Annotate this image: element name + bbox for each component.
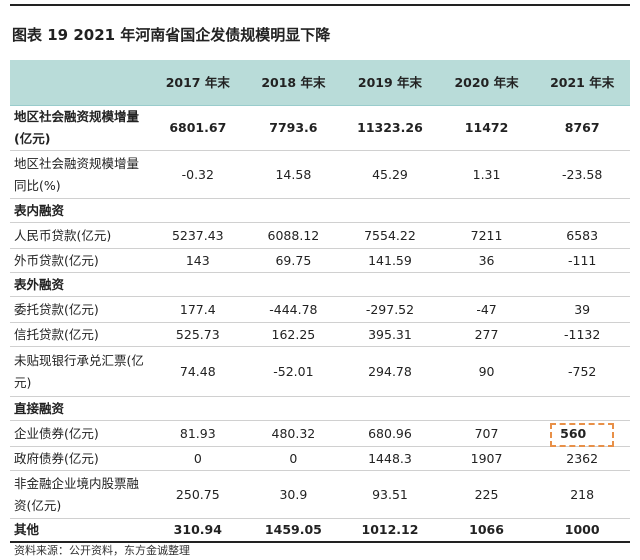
section-row: 直接融资 [10, 396, 630, 421]
table-row: 委托贷款(亿元) 177.4 -444.78 -297.52 -47 39 [10, 296, 630, 323]
table-row: 非金融企业境内股票融资(亿元) 250.75 30.9 93.51 225 218 [10, 470, 630, 519]
value-cell: 480.32 [245, 420, 342, 447]
row-label: 地区社会融资规模增量(亿元) [10, 105, 150, 151]
row-label: 外币贷款(亿元) [10, 248, 150, 273]
value-cell: 1448.3 [341, 446, 439, 471]
value-cell: 30.9 [245, 470, 342, 519]
row-label: 表外融资 [10, 272, 630, 297]
table-row: 企业债券(亿元) 81.93 480.32 680.96 707 560 [10, 420, 630, 447]
value-cell: -297.52 [341, 296, 439, 323]
value-cell: 1000 [534, 518, 630, 543]
value-cell: 310.94 [150, 518, 246, 543]
value-cell: 218 [534, 470, 630, 519]
row-label: 地区社会融资规模增量同比(%) [10, 150, 150, 199]
value-cell: 8767 [534, 105, 630, 151]
value-cell: 6583 [534, 222, 630, 249]
value-cell: 525.73 [150, 322, 246, 347]
header-row: 2017 年末 2018 年末 2019 年末 2020 年末 2021 年末 [10, 60, 630, 106]
row-label: 人民币贷款(亿元) [10, 222, 150, 249]
value-cell: 7554.22 [341, 222, 439, 249]
top-rule [10, 4, 630, 6]
row-label: 政府债券(亿元) [10, 446, 150, 471]
value-cell: 81.93 [150, 420, 246, 447]
header-cell: 2017 年末 [150, 60, 246, 106]
value-cell: 1.31 [438, 150, 535, 199]
value-cell: 6088.12 [245, 222, 342, 249]
section-row: 表内融资 [10, 198, 630, 223]
financing-table: 2017 年末 2018 年末 2019 年末 2020 年末 2021 年末 … [10, 60, 630, 543]
row-label: 企业债券(亿元) [10, 420, 150, 447]
header-cell: 2021 年末 [534, 60, 630, 106]
section-row: 表外融资 [10, 272, 630, 297]
value-cell: 7211 [438, 222, 535, 249]
value-cell: -111 [534, 248, 630, 273]
value-cell: -52.01 [245, 346, 342, 397]
row-label: 委托贷款(亿元) [10, 296, 150, 323]
table-row: 外币贷款(亿元) 143 69.75 141.59 36 -111 [10, 248, 630, 273]
value-cell: -752 [534, 346, 630, 397]
highlighted-value: 560 [550, 422, 615, 447]
figure-title: 图表 19 2021 年河南省国企发债规模明显下降 [12, 26, 331, 44]
value-cell: 39 [534, 296, 630, 323]
header-cell: 2019 年末 [341, 60, 439, 106]
header-cell: 2018 年末 [245, 60, 342, 106]
value-cell: 6801.67 [150, 105, 246, 151]
value-cell: 1066 [438, 518, 535, 543]
value-cell: 294.78 [341, 346, 439, 397]
value-cell: 560 [534, 420, 630, 447]
table-row: 地区社会融资规模增量同比(%) -0.32 14.58 45.29 1.31 -23.58 [10, 150, 630, 199]
table-row: 地区社会融资规模增量(亿元) 6801.67 7793.6 11323.26 11472… [10, 105, 630, 151]
value-cell: 7793.6 [245, 105, 342, 151]
value-cell: 90 [438, 346, 535, 397]
value-cell: 11472 [438, 105, 535, 151]
value-cell: 1012.12 [341, 518, 439, 543]
value-cell: 395.31 [341, 322, 439, 347]
value-cell: -47 [438, 296, 535, 323]
table-row: 未贴现银行承兑汇票(亿元) 74.48 -52.01 294.78 90 -752 [10, 346, 630, 397]
value-cell: -23.58 [534, 150, 630, 199]
value-cell: 45.29 [341, 150, 439, 199]
row-label: 信托贷款(亿元) [10, 322, 150, 347]
value-cell: 2362 [534, 446, 630, 471]
row-label: 未贴现银行承兑汇票(亿元) [10, 346, 150, 397]
source-note: 资料来源：公开资料，东方金诚整理 [14, 544, 190, 557]
value-cell: -0.32 [150, 150, 246, 199]
value-cell: 69.75 [245, 248, 342, 273]
value-cell: -444.78 [245, 296, 342, 323]
header-cell [10, 60, 150, 106]
table-row: 政府债券(亿元) 0 0 1448.3 1907 2362 [10, 446, 630, 471]
value-cell: 1459.05 [245, 518, 342, 543]
value-cell: 74.48 [150, 346, 246, 397]
value-cell: 680.96 [341, 420, 439, 447]
value-cell: 141.59 [341, 248, 439, 273]
value-cell: 177.4 [150, 296, 246, 323]
value-cell: 707 [438, 420, 535, 447]
value-cell: -1132 [534, 322, 630, 347]
value-cell: 277 [438, 322, 535, 347]
value-cell: 11323.26 [341, 105, 439, 151]
value-cell: 14.58 [245, 150, 342, 199]
table-row: 人民币贷款(亿元) 5237.43 6088.12 7554.22 7211 6583 [10, 222, 630, 249]
value-cell: 0 [150, 446, 246, 471]
value-cell: 36 [438, 248, 535, 273]
row-label: 表内融资 [10, 198, 630, 223]
header-cell: 2020 年末 [438, 60, 535, 106]
value-cell: 0 [245, 446, 342, 471]
value-cell: 162.25 [245, 322, 342, 347]
value-cell: 5237.43 [150, 222, 246, 249]
value-cell: 93.51 [341, 470, 439, 519]
table-row: 信托贷款(亿元) 525.73 162.25 395.31 277 -1132 [10, 322, 630, 347]
value-cell: 250.75 [150, 470, 246, 519]
row-label: 非金融企业境内股票融资(亿元) [10, 470, 150, 519]
value-cell: 143 [150, 248, 246, 273]
row-label: 直接融资 [10, 396, 630, 421]
value-cell: 1907 [438, 446, 535, 471]
table-row: 其他 310.94 1459.05 1012.12 1066 1000 [10, 518, 630, 543]
row-label: 其他 [10, 518, 150, 543]
value-cell: 225 [438, 470, 535, 519]
